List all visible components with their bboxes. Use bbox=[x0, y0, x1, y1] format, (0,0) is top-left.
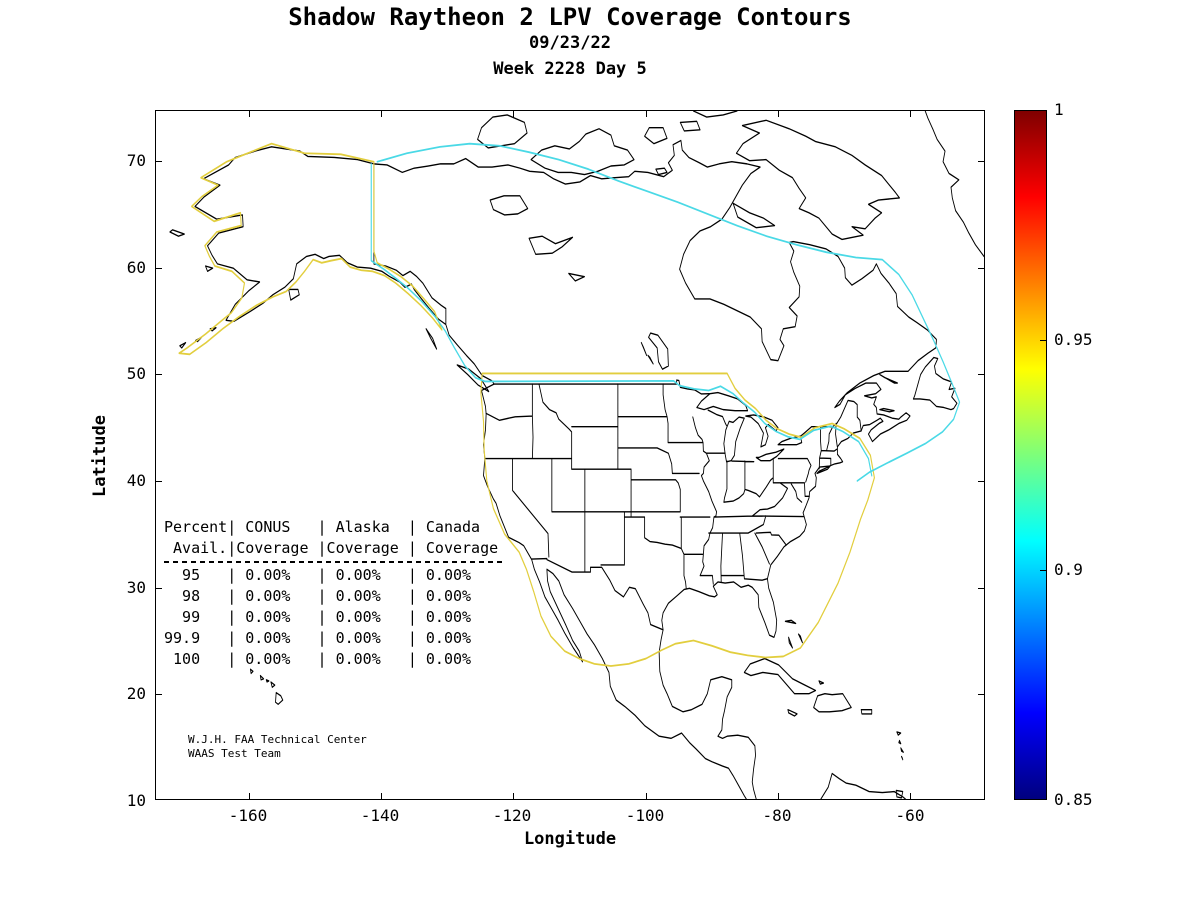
credit-block: W.J.H. FAA Technical Center WAAS Test Te… bbox=[188, 733, 367, 761]
y-tick-label: 60 bbox=[126, 258, 146, 277]
colorbar-tick-label: 0.85 bbox=[1054, 790, 1093, 809]
y-tick-mark bbox=[978, 694, 984, 695]
x-tick-label: -100 bbox=[625, 806, 665, 825]
x-tick-mark bbox=[778, 111, 779, 117]
figure-week-day: Week 2228 Day 5 bbox=[493, 59, 647, 79]
x-tick-mark bbox=[513, 793, 514, 799]
x-tick-mark bbox=[910, 111, 911, 117]
x-tick-mark bbox=[249, 793, 250, 799]
colorbar-tick-mark bbox=[1040, 570, 1046, 571]
y-tick-label: 40 bbox=[126, 471, 146, 490]
y-tick-mark bbox=[978, 374, 984, 375]
x-tick-mark bbox=[646, 111, 647, 117]
coverage-table: Percent| CONUS | Alaska | Canada Avail.|… bbox=[164, 517, 502, 670]
figure-date: 09/23/22 bbox=[529, 33, 611, 53]
north-america-map bbox=[169, 111, 984, 799]
contour-90-percent bbox=[370, 142, 961, 482]
colorbar-gradient bbox=[1015, 111, 1046, 799]
colorbar-tick-label: 0.95 bbox=[1054, 330, 1093, 349]
us-state-borders bbox=[484, 383, 838, 631]
x-tick-mark bbox=[513, 111, 514, 117]
figure-title: Shadow Raytheon 2 LPV Coverage Contours bbox=[288, 3, 852, 31]
title-block: Shadow Raytheon 2 LPV Coverage Contours … bbox=[155, 4, 985, 82]
coverage-table-header: Avail.|Coverage |Coverage | Coverage bbox=[164, 539, 499, 557]
x-tick-mark bbox=[381, 111, 382, 117]
coverage-table-row: 99.9 | 0.00% | 0.00% | 0.00% bbox=[164, 629, 472, 647]
y-tick-label: 70 bbox=[126, 151, 146, 170]
colorbar-tick-label: 0.9 bbox=[1054, 560, 1083, 579]
y-tick-mark bbox=[978, 481, 984, 482]
y-tick-mark bbox=[978, 161, 984, 162]
x-tick-label: -80 bbox=[762, 806, 792, 825]
x-tick-label: -140 bbox=[360, 806, 400, 825]
credit-line: W.J.H. FAA Technical Center bbox=[188, 733, 367, 746]
colorbar-tick-label: 1 bbox=[1054, 100, 1064, 119]
y-tick-mark bbox=[978, 588, 984, 589]
islands-coastline bbox=[169, 111, 958, 799]
coverage-table-row: 99 | 0.00% | 0.00% | 0.00% bbox=[164, 608, 472, 626]
y-tick-mark bbox=[156, 481, 162, 482]
x-tick-mark bbox=[910, 793, 911, 799]
contour-95-percent bbox=[178, 142, 875, 667]
x-tick-mark bbox=[646, 793, 647, 799]
y-tick-label: 20 bbox=[126, 684, 146, 703]
y-tick-mark bbox=[156, 588, 162, 589]
credit-line: WAAS Test Team bbox=[188, 747, 281, 760]
y-tick-mark bbox=[156, 268, 162, 269]
x-tick-mark bbox=[381, 793, 382, 799]
y-tick-mark bbox=[978, 268, 984, 269]
x-tick-label: -120 bbox=[492, 806, 532, 825]
y-axis-label: Latitude bbox=[90, 415, 110, 497]
great-lakes-and-inland-lakes bbox=[489, 195, 803, 463]
coverage-table-row: 98 | 0.00% | 0.00% | 0.00% bbox=[164, 587, 472, 605]
y-tick-label: 50 bbox=[126, 364, 146, 383]
coverage-table-row: 100 | 0.00% | 0.00% | 0.00% bbox=[164, 650, 472, 668]
coverage-table-row: 95 | 0.00% | 0.00% | 0.00% bbox=[164, 566, 472, 584]
colorbar-tick-mark bbox=[1040, 340, 1046, 341]
plot-area: Percent| CONUS | Alaska | Canada Avail.|… bbox=[155, 110, 985, 800]
coverage-table-header: Percent| CONUS | Alaska | Canada bbox=[164, 518, 481, 536]
x-tick-label: -60 bbox=[895, 806, 925, 825]
x-tick-mark bbox=[778, 793, 779, 799]
x-axis-label: Longitude bbox=[523, 829, 617, 849]
y-tick-label: 30 bbox=[126, 578, 146, 597]
greenland-coastline bbox=[924, 111, 984, 258]
y-tick-label: 10 bbox=[126, 791, 146, 810]
x-tick-mark bbox=[249, 111, 250, 117]
x-tick-label: -160 bbox=[228, 806, 268, 825]
y-tick-mark bbox=[156, 694, 162, 695]
coverage-table-separator bbox=[164, 561, 502, 563]
y-tick-mark bbox=[156, 374, 162, 375]
y-tick-mark bbox=[156, 161, 162, 162]
colorbar bbox=[1014, 110, 1047, 800]
